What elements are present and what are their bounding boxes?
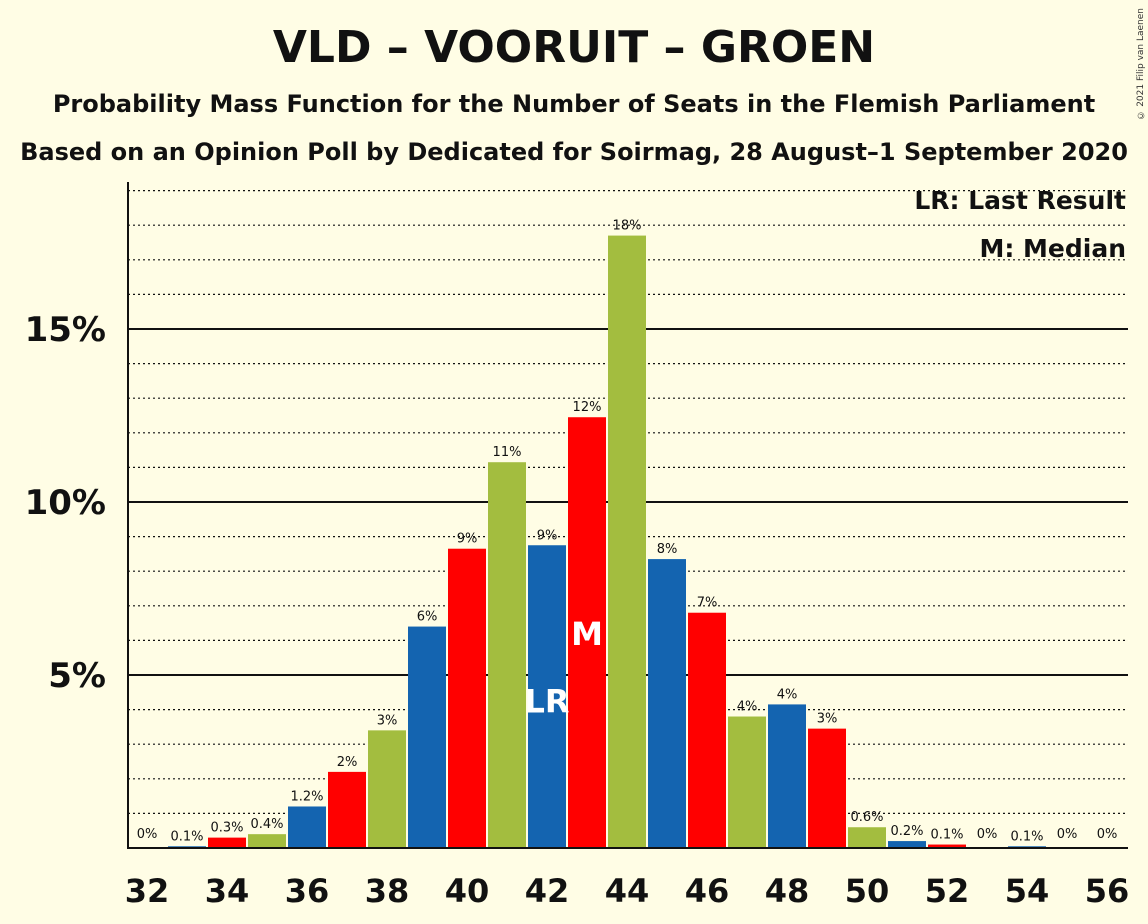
median-marker: M <box>571 615 603 653</box>
x-tick-label: 46 <box>685 872 730 910</box>
bar-seat-51 <box>888 841 926 848</box>
bar-seat-42 <box>528 545 566 848</box>
data-label-seat-47: 4% <box>737 700 758 715</box>
x-tick-label: 34 <box>205 872 250 910</box>
y-tick-label: 15% <box>25 310 106 350</box>
x-tick-label: 44 <box>605 872 650 910</box>
data-label-seat-45: 8% <box>657 542 678 557</box>
data-label-seat-53: 0% <box>977 827 998 842</box>
data-label-seat-46: 7% <box>697 596 718 611</box>
data-label-seat-50: 0.6% <box>850 810 883 825</box>
x-tick-label: 54 <box>1005 872 1050 910</box>
legend-median: M: Median <box>979 234 1126 263</box>
data-label-seat-44: 18% <box>613 219 642 234</box>
data-label-seat-33: 0.1% <box>170 829 203 844</box>
bar-seat-36 <box>288 806 326 848</box>
bar-seat-52 <box>928 844 966 848</box>
x-tick-label: 50 <box>845 872 890 910</box>
bar-seat-41 <box>488 462 526 848</box>
data-label-seat-34: 0.3% <box>210 821 243 836</box>
bars <box>168 235 1046 848</box>
data-label-seat-35: 0.4% <box>250 817 283 832</box>
bar-seat-34 <box>208 837 246 848</box>
x-tick-label: 40 <box>445 872 490 910</box>
data-label-seat-56: 0% <box>1097 827 1118 842</box>
bar-seat-43 <box>568 417 606 848</box>
bar-seat-49 <box>808 728 846 848</box>
y-tick-label: 5% <box>48 656 106 696</box>
last-result-marker: LR <box>524 682 569 720</box>
legend-last-result: LR: Last Result <box>914 186 1126 215</box>
data-label-seat-39: 6% <box>417 610 438 625</box>
data-label-seat-43: 12% <box>573 400 602 415</box>
data-label-seat-42: 9% <box>537 528 558 543</box>
bar-seat-37 <box>328 771 366 848</box>
x-tick-label: 36 <box>285 872 330 910</box>
bar-seat-38 <box>368 730 406 848</box>
data-label-seat-38: 3% <box>377 713 398 728</box>
x-tick-label: 56 <box>1085 872 1130 910</box>
bar-seat-35 <box>248 834 286 848</box>
bar-seat-47 <box>728 716 766 848</box>
data-label-seat-51: 0.2% <box>890 824 923 839</box>
x-tick-label: 52 <box>925 872 970 910</box>
data-label-seat-32: 0% <box>137 827 158 842</box>
chart-title: VLD – VOORUIT – GROEN <box>272 22 876 73</box>
y-tick-label: 10% <box>25 483 106 523</box>
legend: LR: Last Result M: Median <box>914 186 1126 263</box>
bar-seat-50 <box>848 827 886 848</box>
data-label-seat-40: 9% <box>457 532 478 547</box>
bar-seat-40 <box>448 548 486 848</box>
axes: 5% 10% 15% 32 34 36 38 40 42 44 46 48 50 52 54 56 <box>25 182 1130 910</box>
data-label-seat-54: 0.1% <box>1010 829 1043 844</box>
data-label-seat-37: 2% <box>337 755 358 770</box>
chart-subtitle-1: Probability Mass Function for the Number… <box>52 90 1096 118</box>
bar-seat-39 <box>408 626 446 848</box>
x-tick-label: 48 <box>765 872 810 910</box>
bar-seat-45 <box>648 559 686 848</box>
bar-seat-44 <box>608 235 646 848</box>
chart-subtitle-2: Based on an Opinion Poll by Dedicated fo… <box>20 138 1128 166</box>
data-label-seat-41: 11% <box>493 445 522 460</box>
data-label-seat-49: 3% <box>817 712 838 727</box>
x-tick-label: 38 <box>365 872 410 910</box>
data-label-seat-36: 1.2% <box>290 789 323 804</box>
data-label-seat-52: 0.1% <box>930 828 963 843</box>
data-label-seat-48: 4% <box>777 687 798 702</box>
data-labels: 0% 0.1% 0.3% 0.4% 1.2% 2% 3% 6% 9% 11% 9% 12% 18% 8% 7… <box>137 219 1118 845</box>
data-label-seat-55: 0% <box>1057 827 1078 842</box>
bar-seat-46 <box>688 612 726 848</box>
bar-seat-48 <box>768 704 806 848</box>
x-tick-label: 32 <box>125 872 170 910</box>
x-tick-label: 42 <box>525 872 570 910</box>
